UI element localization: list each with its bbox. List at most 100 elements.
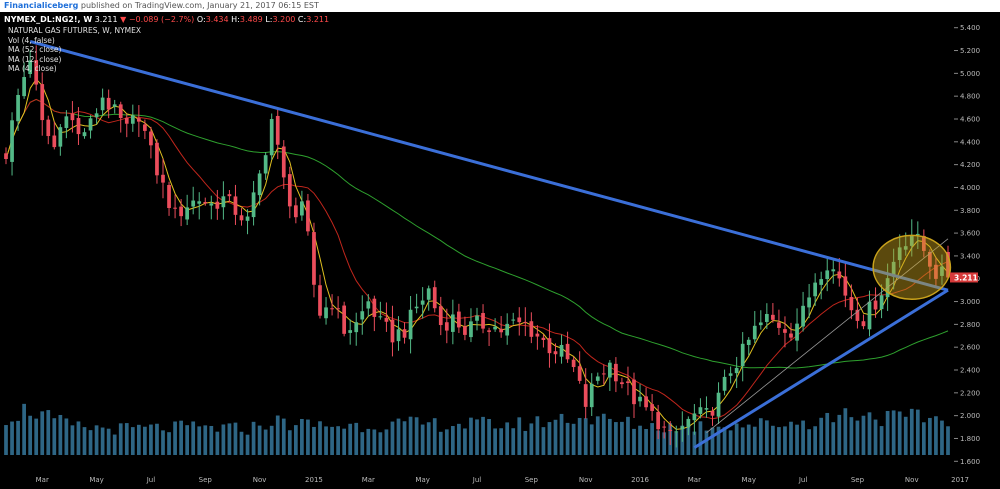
candle-body: [668, 429, 673, 431]
indicator-volume[interactable]: Vol (4, false): [8, 35, 55, 45]
candle-body: [601, 373, 606, 375]
price-tag-box: [950, 272, 978, 283]
candle-body: [758, 322, 763, 326]
volume-bar: [783, 426, 787, 455]
volume-bar: [396, 418, 401, 455]
candle-body: [505, 323, 510, 336]
published-text: published on TradingView.com, January 21…: [80, 1, 319, 10]
volume-bar: [384, 429, 389, 455]
candle-body: [414, 306, 419, 309]
volume-bar: [620, 421, 624, 455]
thin-trendline: [706, 238, 949, 434]
volume-bar: [728, 430, 733, 455]
highlight-circle: [872, 234, 952, 301]
candle-body: [22, 77, 26, 97]
x-tick-label: Mar: [362, 476, 375, 484]
candle-body: [384, 317, 389, 322]
candle-body: [312, 232, 316, 285]
candle-body: [511, 319, 516, 321]
candle-body: [662, 426, 667, 428]
high-value: 3.489: [239, 15, 263, 24]
trendline: [693, 288, 949, 449]
candle-body: [801, 305, 805, 327]
candle-body: [565, 343, 570, 360]
candle-body: [4, 153, 8, 160]
candle-body: [191, 200, 196, 207]
y-tick-label: 2.600: [960, 344, 980, 352]
volume-bar: [257, 425, 262, 455]
publish-header: Financialiceberg published on TradingVie…: [0, 0, 1000, 12]
x-tick-label: Nov: [253, 476, 267, 484]
volume-bar: [583, 418, 588, 455]
volume-bar: [281, 418, 286, 455]
x-tick-label: Nov: [579, 476, 593, 484]
author-link[interactable]: Financialiceberg: [4, 1, 79, 10]
volume-bar: [414, 417, 419, 455]
volume-bar: [764, 420, 769, 455]
volume-bar: [746, 424, 751, 455]
volume-bar: [390, 421, 395, 455]
candle-body: [40, 84, 45, 121]
volume-bar: [493, 428, 497, 455]
volume-bar: [342, 428, 347, 455]
candle-body: [402, 329, 407, 338]
candle-body: [825, 270, 830, 280]
y-tick-label: 2.800: [960, 321, 980, 329]
candle-body: [740, 343, 745, 367]
volume-bar: [638, 425, 642, 455]
candle-body: [879, 295, 884, 310]
candle-body: [897, 247, 902, 261]
candle-body: [197, 201, 202, 204]
volume-bar: [825, 412, 830, 455]
candle-body: [861, 321, 866, 327]
candle-body: [257, 173, 262, 196]
candle-body: [239, 215, 244, 221]
volume-bar: [734, 423, 739, 455]
chart-svg[interactable]: 5.400 5.200 5.000 4.800 4.600 4.400 4.200 4.000…: [0, 12, 1000, 489]
volume-bar: [312, 426, 316, 455]
chart-area[interactable]: 5.400 5.200 5.000 4.800 4.600 4.400 4.200 4.000…: [0, 12, 1000, 489]
price-change: ▼ −0.089 (−2.7%): [120, 15, 195, 24]
volume-bar: [595, 416, 600, 455]
volume-bar: [656, 430, 661, 455]
volume-bar: [251, 421, 256, 455]
volume-bar: [873, 419, 878, 455]
candle-body: [571, 359, 576, 368]
indicator-ma52[interactable]: MA (52, close): [8, 45, 62, 54]
volume-bar: [330, 426, 334, 455]
x-tick-label: 2017: [951, 476, 969, 484]
y-tick-label: 2.000: [960, 412, 980, 420]
volume-bar: [553, 419, 558, 455]
candle-body: [656, 412, 661, 430]
low-label: L:: [265, 15, 273, 24]
volume-bar: [161, 430, 165, 455]
volume-bar: [849, 417, 854, 455]
candle-body: [221, 196, 226, 208]
candle-body: [517, 317, 522, 323]
candle-body: [813, 282, 818, 297]
volume-bar: [420, 424, 425, 455]
candle-body: [318, 285, 322, 316]
volume-bar: [221, 424, 226, 455]
volume-bar: [324, 426, 328, 455]
volume-bar: [155, 423, 159, 455]
candle-body: [728, 373, 733, 376]
volume-bar: [444, 429, 449, 455]
open-value: 3.434: [205, 15, 229, 24]
indicator-ma12[interactable]: MA (12, close): [8, 54, 62, 64]
volume-bar: [831, 422, 836, 455]
volume-bar: [197, 426, 202, 455]
candle-body: [324, 307, 328, 319]
volume-bar: [771, 425, 775, 455]
volume-bar: [463, 428, 467, 455]
volume-bar: [601, 413, 606, 455]
candle-body: [716, 392, 721, 417]
candle-body: [354, 322, 359, 333]
candle-body: [444, 322, 449, 331]
candle-body: [46, 119, 51, 137]
candle-body: [118, 104, 123, 119]
indicator-ma4[interactable]: MA (4, close): [8, 64, 57, 73]
candle-body: [589, 383, 594, 408]
y-tick-label: 5.000: [960, 70, 980, 78]
volume-bar: [807, 429, 811, 455]
